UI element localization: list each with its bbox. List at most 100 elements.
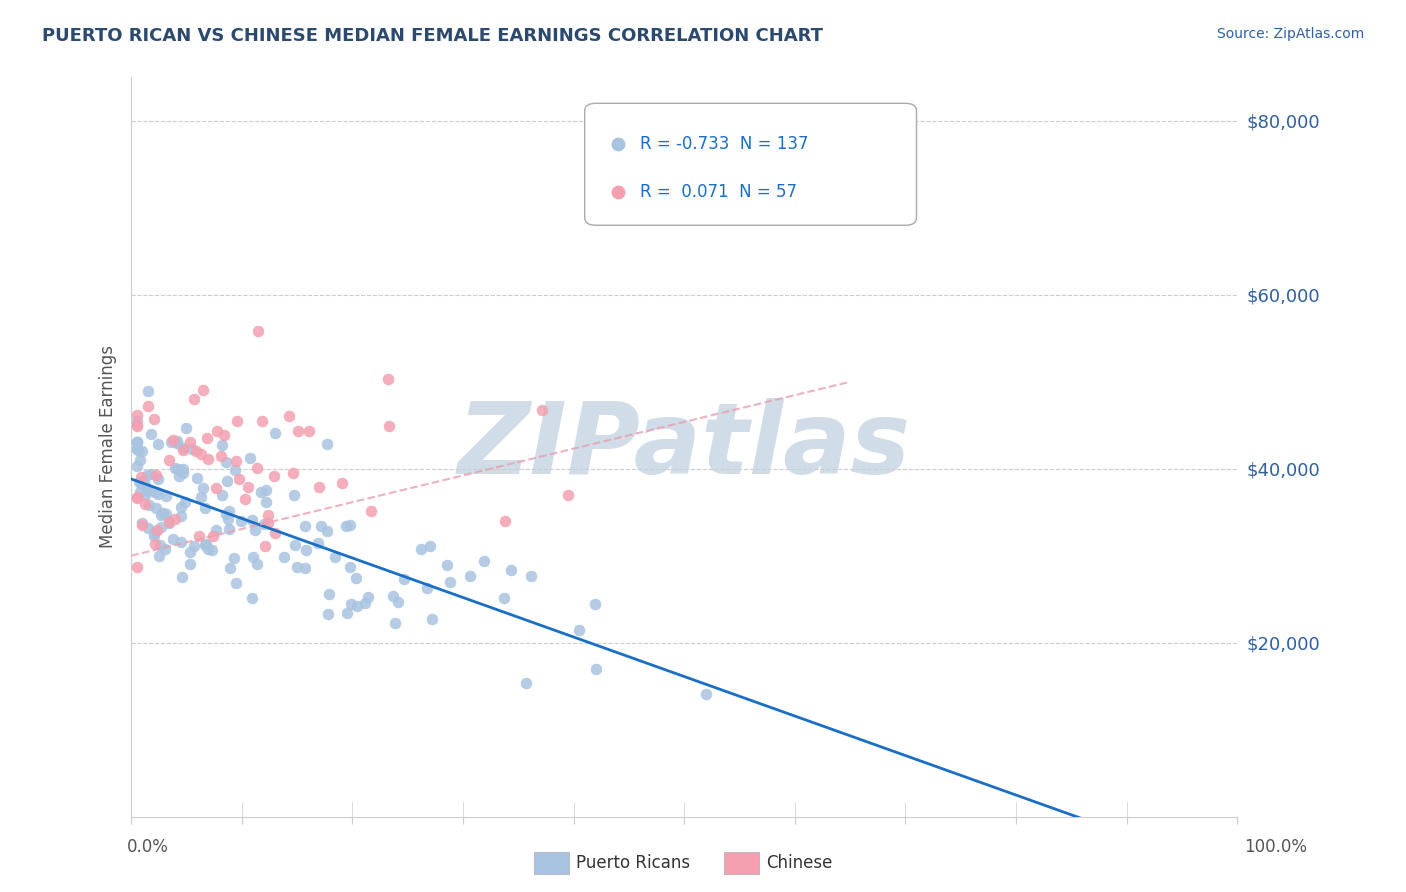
Point: [285, 560, 308, 574]
Point: [201, 543, 224, 558]
Text: Source: ZipAtlas.com: Source: ZipAtlas.com: [1216, 27, 1364, 41]
Point: [458, 569, 481, 583]
Point: [174, 421, 197, 435]
Point: [215, 507, 238, 521]
Point: [335, 518, 357, 533]
Point: [135, 467, 157, 482]
Point: [141, 426, 163, 441]
Point: [205, 424, 228, 438]
Point: [218, 504, 240, 518]
Point: [250, 414, 273, 428]
Point: [145, 467, 167, 482]
Point: [149, 519, 172, 533]
Point: [339, 560, 361, 574]
Point: [136, 384, 159, 398]
Point: [212, 427, 235, 442]
Point: [229, 514, 252, 528]
Point: [128, 475, 150, 490]
Point: [127, 559, 149, 574]
Point: [145, 500, 167, 515]
Point: [344, 571, 367, 585]
Point: [606, 809, 628, 823]
Point: [152, 506, 174, 520]
Point: [318, 587, 340, 601]
Point: [242, 591, 264, 606]
Point: [125, 419, 148, 434]
Point: [695, 687, 717, 701]
Point: [287, 424, 309, 438]
Point: [585, 662, 607, 676]
Point: [242, 549, 264, 564]
Point: [155, 507, 177, 521]
Point: [179, 545, 201, 559]
Point: [166, 461, 188, 475]
Point: [172, 442, 194, 457]
Point: [195, 537, 218, 551]
Point: [308, 480, 330, 494]
Point: [131, 476, 153, 491]
Point: [129, 485, 152, 500]
Point: [246, 557, 269, 571]
Point: [125, 435, 148, 450]
Point: [250, 484, 273, 499]
Point: [246, 461, 269, 475]
Point: [233, 492, 256, 507]
Point: [135, 480, 157, 494]
Point: [183, 392, 205, 407]
Point: [190, 491, 212, 505]
Point: [153, 541, 176, 556]
Point: [201, 529, 224, 543]
Point: [387, 595, 409, 609]
Point: [257, 508, 280, 522]
Point: [127, 418, 149, 433]
Point: [170, 570, 193, 584]
Point: [136, 399, 159, 413]
Point: [172, 461, 194, 475]
Point: [224, 463, 246, 477]
Point: [205, 481, 228, 495]
Point: [138, 498, 160, 512]
Point: [190, 448, 212, 462]
Point: [217, 475, 239, 489]
Point: [245, 523, 267, 537]
Point: [378, 419, 401, 434]
Point: [125, 491, 148, 505]
Point: [336, 606, 359, 620]
FancyBboxPatch shape: [585, 103, 917, 226]
Point: [142, 526, 165, 541]
Point: [149, 538, 172, 552]
Point: [166, 434, 188, 449]
Text: PUERTO RICAN VS CHINESE MEDIAN FEMALE EARNINGS CORRELATION CHART: PUERTO RICAN VS CHINESE MEDIAN FEMALE EA…: [42, 27, 823, 45]
Point: [170, 500, 193, 515]
Point: [141, 467, 163, 481]
Point: [149, 508, 172, 522]
Point: [179, 434, 201, 449]
Point: [155, 488, 177, 502]
Point: [142, 412, 165, 426]
Point: [125, 442, 148, 457]
Point: [162, 532, 184, 546]
Point: [339, 597, 361, 611]
Point: [170, 508, 193, 523]
Point: [284, 538, 307, 552]
Point: [136, 521, 159, 535]
Point: [197, 452, 219, 467]
Point: [295, 543, 318, 558]
Point: [159, 452, 181, 467]
Point: [125, 490, 148, 504]
Point: [416, 581, 439, 595]
Point: [225, 453, 247, 467]
Point: [606, 809, 628, 823]
Text: R =  0.071  N = 57: R = 0.071 N = 57: [640, 183, 797, 201]
Point: [160, 435, 183, 450]
Point: [278, 409, 301, 423]
Text: Puerto Ricans: Puerto Ricans: [576, 854, 690, 871]
Point: [360, 504, 382, 518]
Point: [172, 466, 194, 480]
Point: [186, 471, 208, 485]
Point: [143, 485, 166, 500]
Point: [127, 442, 149, 457]
Point: [186, 443, 208, 458]
Point: [254, 483, 277, 497]
Text: 100.0%: 100.0%: [1244, 838, 1308, 856]
